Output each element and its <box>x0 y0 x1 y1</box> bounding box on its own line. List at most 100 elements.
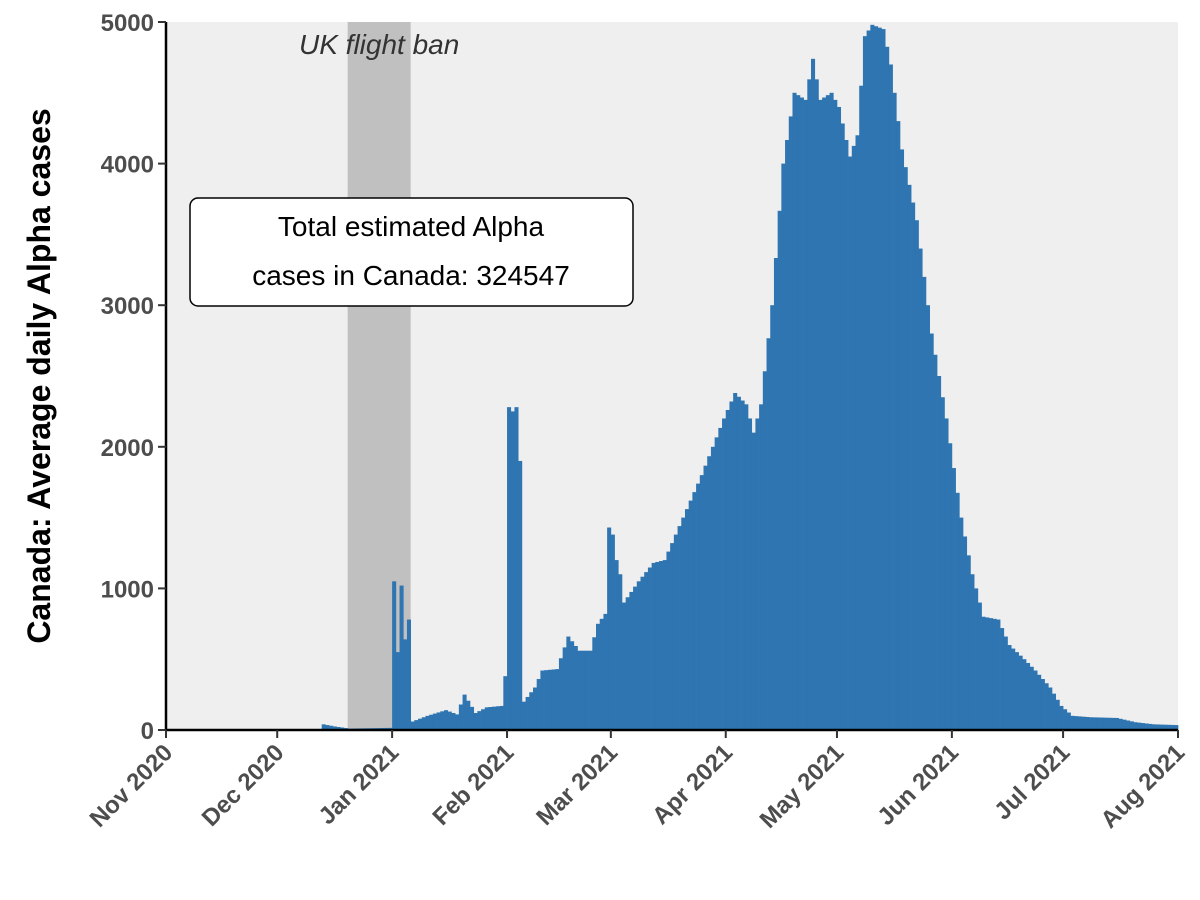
bar <box>699 475 704 730</box>
bar <box>896 121 901 731</box>
bar <box>410 721 415 730</box>
bar <box>325 725 330 730</box>
bar <box>662 560 667 730</box>
bar <box>414 720 419 730</box>
bar <box>1048 687 1053 730</box>
bar <box>796 95 801 730</box>
y-tick-label: 1000 <box>101 576 154 603</box>
bar <box>955 492 960 730</box>
bar <box>336 726 341 730</box>
bar <box>888 64 893 731</box>
bar <box>762 371 767 730</box>
bar <box>462 694 467 730</box>
bar <box>1059 705 1064 730</box>
bar <box>421 717 426 730</box>
bar <box>525 696 530 730</box>
bar <box>851 145 856 730</box>
bar <box>540 670 545 730</box>
bar <box>1118 718 1123 730</box>
bar <box>844 140 849 730</box>
bar <box>948 443 953 730</box>
bar <box>740 400 745 730</box>
bar <box>914 220 919 731</box>
bar <box>566 636 571 730</box>
bar <box>944 418 949 730</box>
bar <box>481 709 486 730</box>
bar <box>759 404 764 730</box>
bar <box>1003 636 1008 730</box>
bar <box>633 586 638 730</box>
bar <box>996 619 1001 730</box>
x-tick-label: May 2021 <box>755 739 850 834</box>
bar <box>1040 679 1045 730</box>
bar <box>803 99 808 730</box>
bar <box>981 616 986 730</box>
bar <box>625 597 630 730</box>
bar <box>492 706 497 730</box>
bar <box>1170 724 1175 730</box>
bar <box>562 647 567 730</box>
bar <box>1007 645 1012 730</box>
bar <box>840 123 845 731</box>
bar <box>1033 670 1038 730</box>
bar <box>1103 717 1108 730</box>
bar <box>521 701 526 730</box>
bar <box>392 581 397 730</box>
bar <box>862 36 867 731</box>
bar <box>885 46 890 730</box>
bar <box>673 534 678 730</box>
bar <box>596 623 601 730</box>
bar <box>547 669 552 730</box>
bar <box>966 555 971 730</box>
bar <box>903 167 908 730</box>
bar <box>1163 724 1168 730</box>
bar <box>1174 725 1179 730</box>
bar <box>933 354 938 730</box>
annotation-line-2: cases in Canada: 324547 <box>252 260 570 291</box>
bar <box>584 650 589 730</box>
bar <box>814 79 819 730</box>
bar <box>469 706 475 730</box>
bar <box>1155 724 1160 730</box>
bar <box>529 692 534 730</box>
bar <box>1063 709 1068 730</box>
bar <box>925 305 930 730</box>
bar <box>770 305 775 730</box>
bar <box>877 27 882 730</box>
bar <box>1114 717 1120 730</box>
bar <box>1081 716 1086 730</box>
x-tick-label: Dec 2020 <box>197 739 290 832</box>
y-axis-title: Canada: Average daily Alpha cases <box>21 108 57 643</box>
bar <box>473 713 478 730</box>
bar <box>962 536 968 730</box>
bar <box>1159 724 1164 730</box>
bar <box>447 711 452 730</box>
bar <box>755 418 760 730</box>
bar <box>659 561 664 730</box>
bar <box>640 576 645 730</box>
bar <box>1014 652 1019 730</box>
bar <box>636 581 641 730</box>
bar <box>773 258 778 730</box>
bar <box>929 333 934 730</box>
bar <box>1096 717 1101 730</box>
bar <box>899 149 905 730</box>
bar <box>514 407 519 730</box>
bar <box>488 706 493 730</box>
x-tick-label: Jun 2021 <box>872 739 964 831</box>
bar <box>859 85 864 731</box>
bar <box>1100 717 1105 730</box>
bar <box>881 29 886 730</box>
bar <box>599 618 604 730</box>
y-tick-label: 4000 <box>101 152 154 179</box>
bars-group <box>321 24 1179 731</box>
x-tick-label: Jan 2021 <box>314 739 405 830</box>
bar <box>403 639 408 730</box>
bar <box>629 591 634 730</box>
bar <box>822 97 827 730</box>
bar <box>681 517 686 730</box>
bar <box>614 560 619 730</box>
bar <box>532 687 538 730</box>
bar <box>573 645 578 730</box>
bar <box>799 97 804 730</box>
